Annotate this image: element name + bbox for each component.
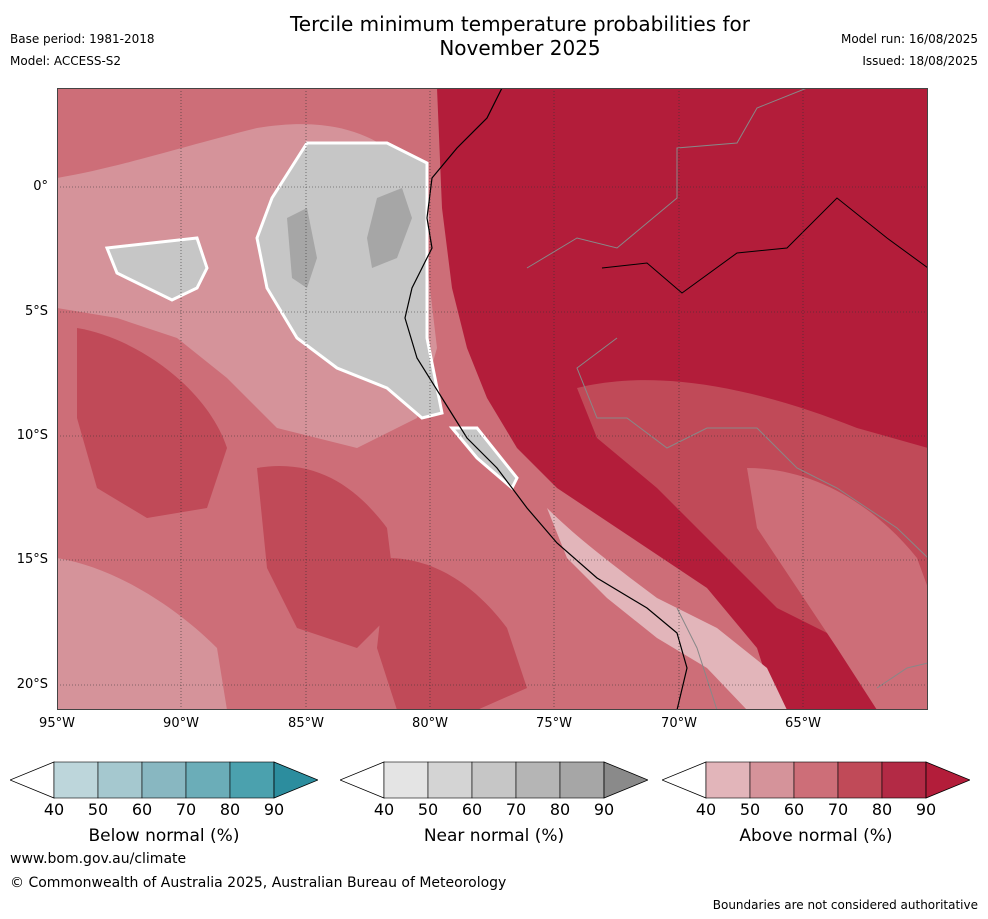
colorbar-tick-label: 40: [695, 800, 717, 819]
colorbar-tick-label: 60: [131, 800, 153, 819]
near-70-patch-west: [287, 208, 317, 288]
colorbar-left-extension: [340, 761, 385, 799]
lon-label-85w: 85°W: [288, 716, 324, 731]
above-normal-title: Above normal (%): [739, 826, 893, 846]
colorbar-tick-label: 80: [549, 800, 571, 819]
colorbar-segment: [705, 761, 751, 799]
colorbar-segment: [185, 761, 231, 799]
lat-label-0: 0°: [33, 179, 48, 194]
colorbar-tick-label: 90: [263, 800, 285, 819]
near-70-patch-east: [367, 188, 412, 268]
colorbar-segment: [837, 761, 883, 799]
colorbar-tick-label: 70: [175, 800, 197, 819]
colorbar-tick-label: 80: [219, 800, 241, 819]
colorbar-segment: [97, 761, 143, 799]
model-name: Model: ACCESS-S2: [10, 54, 122, 68]
colorbar-tick-label: 80: [871, 800, 893, 819]
colorbar-segment: [427, 761, 473, 799]
ocean-above-60-zone-south: [57, 558, 227, 710]
colorbar-right-extension: [925, 761, 970, 799]
lat-label-15s: 15°S: [16, 552, 48, 567]
issued-date: Issued: 18/08/2025: [862, 54, 978, 68]
title-line-2: November 2025: [439, 36, 601, 60]
colorbar-tick-label: 60: [783, 800, 805, 819]
near-normal-galapagos-patch: [104, 236, 209, 302]
colorbar-right-extension: [273, 761, 318, 799]
lon-label-95w: 95°W: [39, 716, 75, 731]
colorbar-segment: [141, 761, 187, 799]
chart-title: Tercile minimum temperature probabilitie…: [200, 12, 840, 60]
lon-label-90w: 90°W: [163, 716, 199, 731]
lon-label-75w: 75°W: [536, 716, 572, 731]
colorbar-segment: [515, 761, 561, 799]
below-normal-colorbar: [10, 761, 318, 799]
country-border-icon: [526, 88, 808, 269]
colorbar-tick-label: 90: [593, 800, 615, 819]
river-line: [601, 197, 928, 294]
lat-label-20s: 20°S: [16, 677, 48, 692]
map-frame: [57, 88, 928, 710]
colorbar-tick-label: 50: [739, 800, 761, 819]
title-line-1: Tercile minimum temperature probabilitie…: [289, 12, 751, 36]
colorbar-segment: [793, 761, 839, 799]
colorbar-segment: [229, 761, 275, 799]
lon-label-65w: 65°W: [785, 716, 821, 731]
colorbar-tick-label: 50: [87, 800, 109, 819]
country-border-chile-bolivia: [676, 607, 718, 710]
footer-url[interactable]: www.bom.gov.au/climate: [10, 851, 187, 867]
country-border-peru-brazil: [576, 337, 928, 559]
model-run: Model run: 16/08/2025: [840, 32, 978, 46]
ocean-above-80-zone-central: [257, 466, 397, 648]
base-period: Base period: 1981-2018: [10, 32, 155, 46]
ocean-above-80-zone-west: [77, 328, 227, 518]
coastline-icon: [404, 88, 688, 710]
footer-disclaimer: Boundaries are not considered authoritat…: [712, 898, 978, 912]
colorbar-segment: [383, 761, 429, 799]
colorbar-tick-label: 90: [915, 800, 937, 819]
lat-label-5s: 5°S: [24, 304, 48, 319]
meta-left: Base period: 1981-2018 Model: ACCESS-S2: [10, 28, 155, 72]
meta-right: Model run: 16/08/2025 Issued: 18/08/2025: [841, 28, 978, 72]
colorbar-tick-label: 70: [827, 800, 849, 819]
below-normal-title: Below normal (%): [88, 826, 240, 846]
graticule: [57, 88, 928, 710]
colorbar-tick-label: 40: [43, 800, 65, 819]
land-above-70-zone-east: [747, 468, 928, 710]
coast-above-50-band: [547, 508, 787, 710]
colorbar-segment: [53, 761, 99, 799]
colorbar-segment: [749, 761, 795, 799]
near-normal-title: Near normal (%): [423, 826, 565, 846]
colorbar-left-extension: [10, 761, 55, 799]
colorbar-right-extension: [603, 761, 648, 799]
near-normal-colorbar: [340, 761, 648, 799]
footer-copyright: © Commonwealth of Australia 2025, Austra…: [10, 875, 507, 891]
above-normal-colorbar: [662, 761, 970, 799]
colorbar-tick-label: 50: [417, 800, 439, 819]
probability-map: [57, 88, 928, 710]
colorbar-segment: [471, 761, 517, 799]
colorbar-left-extension: [662, 761, 707, 799]
lon-label-80w: 80°W: [412, 716, 448, 731]
colorbar-segment: [559, 761, 605, 799]
lon-label-70w: 70°W: [661, 716, 697, 731]
ocean-above-80-zone-se: [377, 558, 527, 710]
country-border-south-east: [876, 662, 928, 689]
colorbar-segment: [881, 761, 927, 799]
colorbar-tick-label: 60: [461, 800, 483, 819]
lat-label-10s: 10°S: [16, 428, 48, 443]
colorbar-tick-label: 70: [505, 800, 527, 819]
colorbar-tick-label: 40: [373, 800, 395, 819]
